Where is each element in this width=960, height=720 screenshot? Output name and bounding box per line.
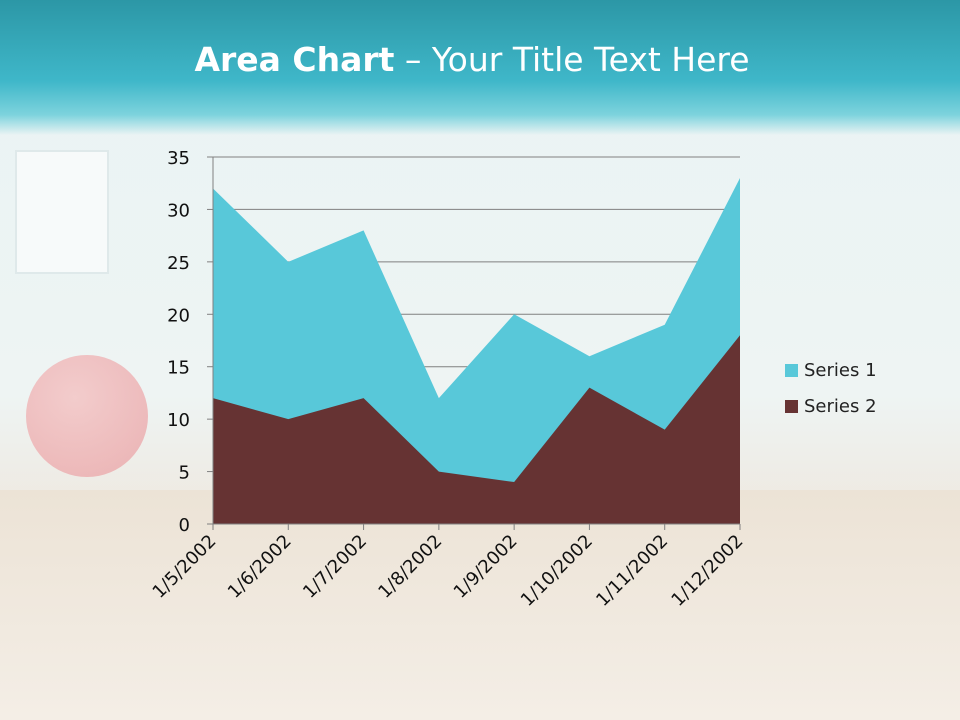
slide-title: Area Chart – Your Title Text Here	[0, 40, 944, 79]
legend: Series 1 Series 2	[785, 360, 877, 432]
x-tick-label: 1/7/2002	[299, 531, 371, 603]
y-tick-label: 10	[167, 410, 190, 431]
x-tick-label: 1/8/2002	[374, 531, 446, 603]
x-tick-label: 1/5/2002	[149, 531, 221, 603]
legend-item-series-2: Series 2	[785, 396, 877, 417]
legend-label: Series 1	[804, 360, 877, 381]
background-floor	[0, 490, 960, 720]
y-tick-label: 15	[167, 358, 190, 379]
x-tick-label: 1/6/2002	[224, 531, 296, 603]
x-tick-label: 1/11/2002	[592, 531, 672, 611]
y-tick-label: 0	[179, 515, 190, 536]
y-tick-label: 30	[167, 200, 190, 221]
legend-swatch	[785, 364, 798, 377]
title-bar: Area Chart – Your Title Text Here	[0, 0, 960, 135]
background-exercise-ball	[26, 355, 148, 477]
y-tick-label: 35	[167, 148, 190, 169]
x-tick-label: 1/10/2002	[517, 531, 597, 611]
y-tick-label: 5	[179, 463, 190, 484]
x-tick-label: 1/9/2002	[450, 531, 522, 603]
x-tick-label: 1/12/2002	[667, 531, 747, 611]
title-bold: Area Chart	[194, 40, 395, 79]
legend-label: Series 2	[804, 396, 877, 417]
y-tick-label: 25	[167, 253, 190, 274]
area-series-2	[213, 335, 740, 524]
title-rest: – Your Title Text Here	[394, 40, 750, 79]
y-tick-label: 20	[167, 305, 190, 326]
legend-swatch	[785, 400, 798, 413]
background-window	[15, 150, 109, 274]
legend-item-series-1: Series 1	[785, 360, 877, 381]
